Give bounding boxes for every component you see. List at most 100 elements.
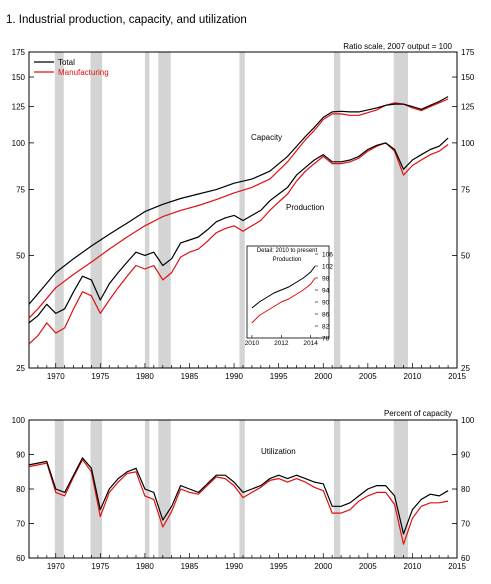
y-tick-label-right: 175	[461, 48, 475, 57]
inset-x-tick-label: 2010	[245, 340, 260, 347]
inset-manufacturing-line	[251, 277, 316, 324]
production-annotation: Production	[286, 203, 324, 212]
production-capacity-panel: 175 150 125 100 75 50 25 175 150 125 100 75 50 25 19…	[12, 42, 475, 381]
inset-y-tick-label: 102	[322, 264, 333, 271]
figure-title: 1. Industrial production, capacity, and …	[6, 14, 247, 26]
y-tick-label-right: 100	[461, 139, 475, 148]
production-manufacturing-line	[28, 142, 449, 345]
inset-x-tick-label: 2014	[303, 340, 318, 347]
y-tick-label-right: 70	[461, 520, 470, 529]
inset-y-tick-label: 82	[322, 324, 330, 331]
y-tick-label-right: 90	[461, 451, 470, 460]
x-tick-label: 1995	[270, 372, 288, 381]
inset-y-tick-label: 90	[322, 300, 330, 307]
recession-band	[90, 52, 103, 368]
bottom-right-y-axis: 100 90 80 70 60	[452, 416, 475, 563]
top-right-y-axis: 175 150 125 100 75 50 25	[452, 48, 475, 373]
inset-title: Detail: 2010 to present	[257, 248, 318, 254]
inset-total-line	[251, 265, 316, 309]
y-tick-label-right: 75	[461, 186, 470, 195]
x-tick-label: 1985	[181, 372, 199, 381]
legend-manufacturing-label: Manufacturing	[58, 68, 109, 77]
capacity-total-line	[28, 96, 449, 305]
inset-series-lines	[251, 265, 316, 324]
y-tick-label-left: 100	[12, 139, 26, 148]
recession-band	[54, 52, 64, 368]
x-tick-label: 2000	[314, 372, 332, 381]
x-tick-label: 2010	[404, 562, 422, 571]
x-tick-label: 1970	[47, 562, 65, 571]
x-tick-label: 1985	[181, 562, 199, 571]
recession-band	[239, 420, 245, 558]
top-series-lines	[28, 96, 449, 345]
inset-x-tick-label: 2012	[274, 340, 289, 347]
legend-total-label: Total	[58, 58, 75, 67]
x-tick-label: 1975	[91, 372, 109, 381]
bottom-x-axis: 1970 1975 1980 1985 1990 1995 2000 2005 2010 2015	[28, 553, 466, 571]
inset-y-tick-label: 94	[322, 288, 330, 295]
y-tick-label-left: 90	[16, 451, 25, 460]
y-tick-label-left: 80	[16, 485, 25, 494]
recession-band	[144, 52, 150, 368]
utilization-annotation: Utilization	[261, 447, 296, 456]
y-tick-label-right: 125	[461, 103, 475, 112]
recession-bands	[54, 52, 408, 368]
top-left-y-axis: 175 150 125 100 75 50 25	[12, 48, 34, 373]
y-tick-label-right: 150	[461, 73, 475, 82]
y-tick-label-left: 150	[12, 73, 26, 82]
x-tick-label: 1995	[270, 562, 288, 571]
inset-chart: Detail: 2010 to present Production 10610…	[245, 245, 333, 347]
recession-band	[54, 420, 64, 558]
x-tick-label: 1990	[225, 372, 243, 381]
capacity-annotation: Capacity	[251, 133, 282, 142]
total-line	[28, 457, 449, 535]
legend: Total Manufacturing	[34, 58, 109, 77]
x-tick-label: 2010	[404, 372, 422, 381]
production-total-line	[28, 137, 449, 324]
y-tick-label-left: 25	[16, 364, 25, 373]
y-tick-label-left: 75	[16, 186, 25, 195]
ratio-scale-note: Ratio scale, 2007 output = 100	[343, 42, 452, 51]
y-tick-label-right: 100	[461, 416, 475, 425]
inset-x-axis: 2010 2012 2014	[245, 335, 318, 347]
recession-band	[333, 52, 341, 368]
y-tick-label-left: 125	[12, 103, 26, 112]
bottom-left-y-axis: 100 90 80 70 60	[12, 416, 34, 563]
recession-bands	[54, 420, 408, 558]
x-tick-label: 1990	[225, 562, 243, 571]
y-tick-label-left: 70	[16, 520, 25, 529]
x-tick-label: 2000	[314, 562, 332, 571]
x-tick-label: 1980	[136, 372, 154, 381]
x-tick-label: 2005	[359, 562, 377, 571]
x-tick-label: 2015	[448, 372, 466, 381]
top-x-axis: 1970 1975 1980 1985 1990 1995 2000 2005 2010 2015	[28, 363, 466, 381]
inset-frame	[246, 245, 330, 339]
y-tick-label-left: 50	[16, 251, 25, 260]
recession-band	[158, 420, 171, 558]
utilization-panel: 100 90 80 70 60 100 90 80 70 60 1970 1975 1980 1985…	[12, 409, 475, 571]
inset-y-tick-label: 78	[322, 336, 330, 343]
x-tick-label: 1970	[47, 372, 65, 381]
x-tick-label: 1975	[91, 562, 109, 571]
inset-y-tick-label: 86	[322, 312, 330, 319]
bottom-series-lines	[28, 457, 449, 545]
y-tick-label-left: 100	[12, 416, 26, 425]
y-tick-label-right: 80	[461, 485, 470, 494]
y-tick-label-right: 50	[461, 251, 470, 260]
percent-of-capacity-label: Percent of capacity	[384, 409, 452, 418]
recession-band	[393, 52, 408, 368]
inset-y-tick-label: 98	[322, 276, 330, 283]
recession-band	[333, 420, 341, 558]
y-tick-label-left: 175	[12, 48, 26, 57]
y-tick-label-left: 60	[16, 554, 25, 563]
manufacturing-line	[28, 459, 449, 545]
x-tick-label: 1980	[136, 562, 154, 571]
inset-y-axis: 106 102 98 94 90 86 82 78	[315, 252, 333, 343]
inset-y-tick-label: 106	[322, 252, 333, 259]
recession-band	[239, 52, 245, 368]
recession-band	[158, 52, 171, 368]
recession-band	[393, 420, 408, 558]
recession-band	[144, 420, 150, 558]
inset-series-label: Production	[273, 257, 302, 263]
